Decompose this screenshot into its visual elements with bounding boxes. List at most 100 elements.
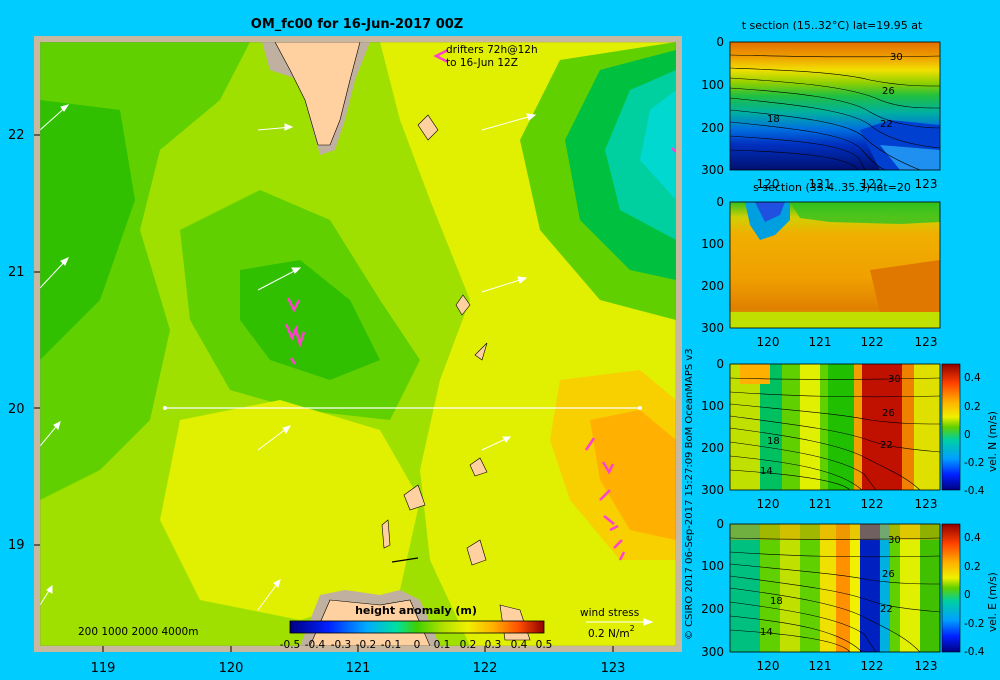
cb-tick-4: -0.1: [381, 639, 402, 651]
cb-tick-1: -0.4: [305, 639, 326, 651]
main-map: [34, 36, 682, 652]
ve-lon-123: 123: [915, 659, 938, 673]
t-contour-22: 22: [880, 119, 893, 130]
s-lon-122: 122: [861, 335, 884, 349]
t-lon-123: 123: [915, 177, 938, 191]
vn-lon-121: 121: [809, 497, 832, 511]
lat-tick-labels: 22 21 20 19: [8, 128, 25, 553]
vn-cb--0.4: -0.4: [964, 485, 985, 497]
lat-tick-22: 22: [8, 128, 25, 143]
ve-cb-0: 0: [964, 589, 971, 601]
lat-tick-21: 21: [8, 265, 25, 280]
t-lon-121: 121: [809, 177, 832, 191]
ve-depth-100: 100: [701, 559, 724, 573]
vn-depth-100: 100: [701, 399, 724, 413]
height-anomaly-field: [40, 42, 676, 646]
vel-e-colorbar: [941, 523, 961, 653]
t-lon-120: 120: [757, 177, 780, 191]
t-depth-100: 100: [701, 78, 724, 92]
vel-n-colorbar: [941, 363, 961, 491]
cb-tick-10: 0.5: [536, 639, 553, 651]
t-lon-122: 122: [861, 177, 884, 191]
map-ticks: [34, 134, 614, 652]
vel-e-section-panel: 30 26 18 22 14 0.4 0.2 0 -0.2 -0.4 vel. …: [701, 517, 999, 673]
t-depth-0: 0: [716, 35, 724, 49]
ve-cb--0.2: -0.2: [964, 618, 985, 630]
ve-cb--0.4: -0.4: [964, 646, 985, 658]
vel-n-cbar-label: vel. N (m/s): [987, 411, 999, 472]
vel-n-section-panel: 30 26 18 22 14 0.4 0.2 0 -0.2 -0.4 vel. …: [701, 357, 999, 511]
colorbar-ramp: [289, 620, 545, 634]
drifters-label-2: to 16-Jun 12Z: [446, 57, 518, 69]
cb-tick-6: 0.1: [434, 639, 451, 651]
s-lon-120: 120: [757, 335, 780, 349]
vn-contour-26: 26: [882, 408, 895, 419]
s-lon-121: 121: [809, 335, 832, 349]
ve-depth-300: 300: [701, 645, 724, 659]
s-section-panel: s section (33.4..35.3) lat=20 0 100 200 …: [701, 181, 941, 349]
colorbar-title: height anomaly (m): [355, 604, 477, 617]
vn-depth-200: 200: [701, 441, 724, 455]
t-depth-200: 200: [701, 121, 724, 135]
drifter-tracks: [284, 48, 676, 561]
t-section-title: t section (15..32°C) lat=19.95 at: [742, 19, 923, 32]
vn-contour-22: 22: [880, 440, 893, 451]
ve-cb-0.4: 0.4: [964, 532, 981, 544]
s-depth-300: 300: [701, 321, 724, 335]
vn-contour-18: 18: [767, 436, 780, 447]
depth-legend: 200 1000 2000 4000m: [78, 626, 198, 638]
ve-lon-122: 122: [861, 659, 884, 673]
wind-arrows: [40, 104, 654, 626]
wind-stress-label: wind stress: [580, 607, 639, 619]
t-depth-300: 300: [701, 163, 724, 177]
vn-lon-122: 122: [861, 497, 884, 511]
ve-depth-0: 0: [716, 517, 724, 531]
s-lon-123: 123: [915, 335, 938, 349]
lat-tick-20: 20: [8, 402, 25, 417]
s-depth-0: 0: [716, 195, 724, 209]
vn-lon-123: 123: [915, 497, 938, 511]
ve-contour-22: 22: [880, 604, 893, 615]
t-contour-26: 26: [882, 86, 895, 97]
ve-cb-0.2: 0.2: [964, 561, 981, 573]
cb-tick-5: 0: [414, 639, 421, 651]
s-depth-200: 200: [701, 279, 724, 293]
lon-tick-119: 119: [91, 661, 116, 676]
ve-contour-14: 14: [760, 627, 773, 638]
vn-contour-30: 30: [888, 374, 901, 385]
vn-cb-0.4: 0.4: [964, 372, 981, 384]
s-depth-100: 100: [701, 237, 724, 251]
credit-text: © CSIRO 2017 06-Sep-2017 15:27:09 BoM Oc…: [684, 348, 695, 640]
t-section-panel: t section (15..32°C) lat=19.95 at 30 26 …: [701, 19, 941, 191]
ve-contour-26: 26: [882, 569, 895, 580]
vn-cb-0: 0: [964, 429, 971, 441]
wind-stress-scale: 0.2 N/m2: [588, 624, 635, 640]
t-contour-30: 30: [890, 52, 903, 63]
cb-tick-3: -0.2: [356, 639, 377, 651]
cb-tick-2: -0.3: [331, 639, 352, 651]
lat-tick-19: 19: [8, 538, 25, 553]
vn-depth-300: 300: [701, 483, 724, 497]
vn-cb-0.2: 0.2: [964, 401, 981, 413]
lon-tick-122: 122: [473, 661, 498, 676]
height-anomaly-colorbar: height anomaly (m) -0.5 -0.4 -0.3 -0.2 -…: [280, 604, 553, 651]
ve-contour-30: 30: [888, 535, 901, 546]
ve-lon-120: 120: [757, 659, 780, 673]
cb-tick-0: -0.5: [280, 639, 301, 651]
cb-tick-7: 0.2: [460, 639, 477, 651]
drifters-label-1: drifters 72h@12h: [446, 44, 538, 56]
cb-tick-8: 0.3: [485, 639, 502, 651]
lon-tick-120: 120: [219, 661, 244, 676]
vn-contour-14: 14: [760, 466, 773, 477]
vel-e-cbar-label: vel. E (m/s): [987, 572, 999, 632]
lon-tick-121: 121: [346, 661, 371, 676]
vn-lon-120: 120: [757, 497, 780, 511]
vn-cb--0.2: -0.2: [964, 457, 985, 469]
lon-tick-123: 123: [601, 661, 626, 676]
cb-tick-9: 0.4: [511, 639, 528, 651]
ve-depth-200: 200: [701, 602, 724, 616]
vn-depth-0: 0: [716, 357, 724, 371]
t-contour-18: 18: [767, 114, 780, 125]
ve-contour-18: 18: [770, 596, 783, 607]
